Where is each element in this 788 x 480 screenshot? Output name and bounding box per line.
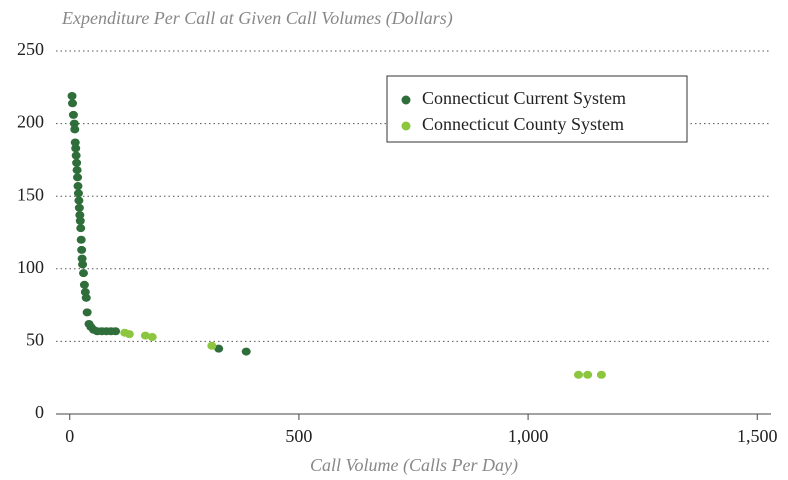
point: [214, 344, 224, 353]
point: [74, 203, 84, 212]
x-tick-label: 1,500: [737, 426, 778, 446]
x-tick-label: 0: [65, 426, 74, 446]
point: [72, 158, 82, 167]
point: [75, 216, 85, 225]
y-tick-label: 200: [17, 112, 44, 132]
point: [82, 308, 92, 317]
x-tick-label: 500: [285, 426, 312, 446]
legend-box: [386, 75, 688, 143]
legend-marker: [401, 121, 411, 131]
point: [76, 224, 86, 233]
point: [111, 327, 121, 336]
x-tick-label: 1,000: [508, 426, 549, 446]
point: [147, 333, 157, 342]
point: [75, 211, 85, 220]
point: [72, 166, 82, 175]
point: [73, 182, 83, 191]
y-tick-label: 50: [26, 330, 44, 350]
y-tick-label: 150: [17, 184, 44, 204]
point: [124, 330, 134, 339]
point: [71, 151, 81, 160]
point: [70, 138, 80, 147]
point: [67, 92, 77, 101]
x-axis-label: Call Volume (Calls Per Day): [310, 455, 518, 476]
point: [574, 370, 583, 379]
point: [76, 235, 86, 244]
point: [79, 269, 88, 278]
legend-label: Connecticut County System: [422, 114, 624, 134]
y-tick-label: 250: [17, 39, 44, 59]
point: [81, 293, 91, 302]
point: [241, 347, 251, 356]
point: [583, 370, 593, 379]
y-tick-label: 0: [35, 402, 44, 422]
point: [140, 331, 150, 340]
point: [74, 196, 84, 205]
point: [69, 119, 79, 128]
y-tick-label: 100: [17, 257, 44, 277]
legend-marker: [401, 95, 411, 105]
point: [78, 260, 88, 269]
point: [207, 341, 217, 350]
point: [68, 99, 77, 108]
point: [73, 189, 83, 198]
point: [73, 173, 83, 182]
point: [70, 125, 80, 134]
point: [79, 280, 89, 289]
chart-title: Expenditure Per Call at Given Call Volum…: [61, 8, 453, 29]
point: [71, 144, 81, 153]
point: [68, 110, 78, 119]
point: [596, 370, 606, 379]
legend-label: Connecticut Current System: [422, 88, 626, 108]
point: [77, 254, 87, 263]
point: [77, 245, 87, 254]
